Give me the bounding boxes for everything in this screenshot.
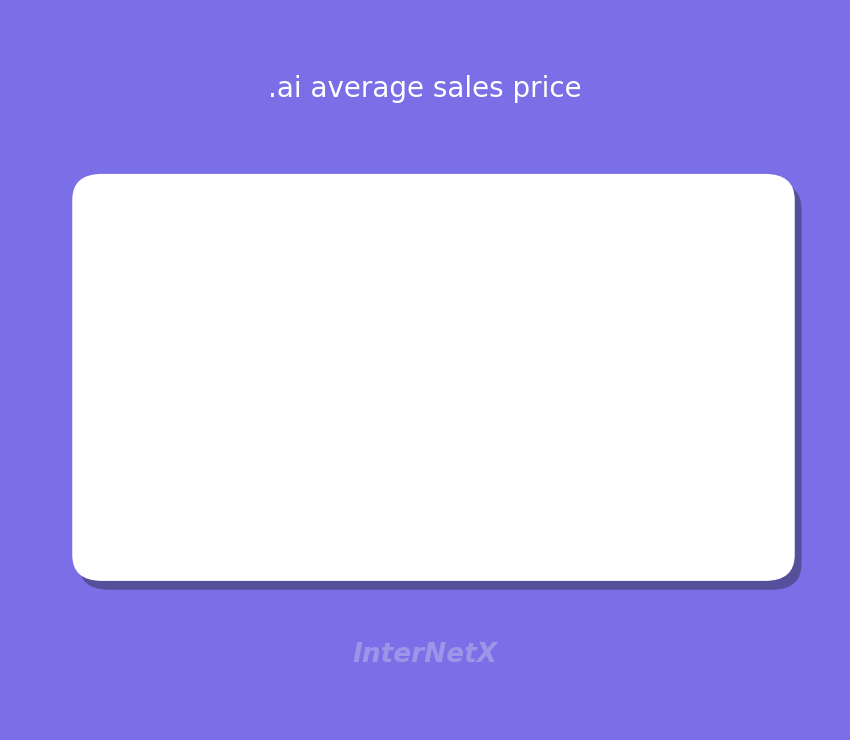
Text: 6,283: 6,283 (181, 312, 218, 326)
Text: 5,262: 5,262 (309, 343, 346, 355)
Text: 6,525: 6,525 (691, 306, 728, 318)
Text: .ai average sales price: .ai average sales price (269, 75, 581, 103)
Text: 9,681: 9,681 (564, 213, 601, 226)
Text: InterNetX: InterNetX (353, 642, 497, 668)
Text: 6,333: 6,333 (436, 311, 473, 324)
